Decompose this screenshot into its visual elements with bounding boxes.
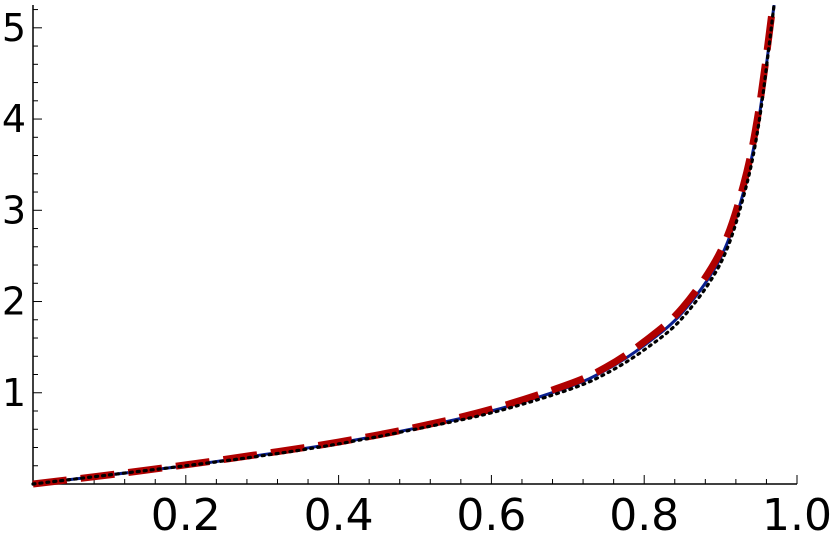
y-tick-label: 5 bbox=[2, 6, 26, 50]
series-layer bbox=[31, 5, 777, 488]
x-tick-label: 0.6 bbox=[456, 490, 526, 538]
minor-ticks bbox=[33, 9, 767, 484]
x-tick-label: 0.8 bbox=[609, 490, 679, 538]
x-tick-label: 0.4 bbox=[304, 490, 374, 538]
y-tick-label: 4 bbox=[2, 97, 26, 141]
x-tick-label: 1.0 bbox=[762, 490, 830, 538]
series-line-dotted bbox=[31, 5, 776, 486]
y-tick-label: 2 bbox=[2, 280, 26, 324]
major-ticks bbox=[33, 27, 798, 484]
x-tick-label: 0.2 bbox=[151, 490, 221, 538]
y-tick-label: 3 bbox=[2, 188, 26, 232]
y-tick-label: 1 bbox=[2, 371, 26, 415]
axes bbox=[32, 5, 797, 485]
x-tick-labels: 0.2 0.4 0.6 0.8 1.0 bbox=[151, 490, 830, 538]
series-line-dashed bbox=[32, 5, 777, 488]
y-tick-labels: 1 2 3 4 5 bbox=[2, 6, 26, 415]
series-line-solid bbox=[32, 5, 776, 486]
